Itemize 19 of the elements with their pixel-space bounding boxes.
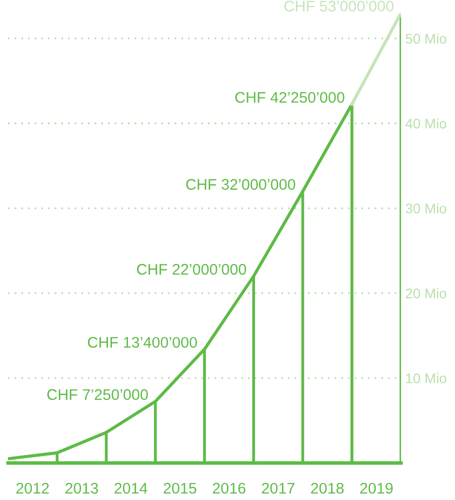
data-label: CHF 13’400’000 — [88, 336, 197, 348]
data-label: CHF 42’250’000 — [235, 92, 344, 103]
x-tick-label: 2016 — [212, 482, 246, 494]
x-tick-label: 2012 — [16, 482, 49, 494]
x-tick-label: 2019 — [360, 482, 393, 494]
y-tick-label: 50 Mio — [406, 33, 446, 44]
y-tick-label: 10 Mio — [406, 373, 446, 384]
y-tick-label: 30 Mio — [406, 203, 446, 214]
data-label: CHF 53’000’000 — [284, 0, 394, 12]
y-tick-label: 40 Mio — [405, 118, 446, 129]
data-label: CHF 7’250’000 — [47, 389, 148, 400]
x-tick-label: 2018 — [311, 482, 344, 494]
x-tick-label: 2015 — [164, 482, 196, 494]
x-tick-label: 2013 — [65, 482, 98, 494]
data-label: CHF 32’000’000 — [186, 179, 296, 190]
y-tick-label: 20 Mio — [406, 288, 446, 298]
x-tick-label: 2014 — [114, 482, 148, 494]
x-tick-label: 2017 — [262, 482, 294, 494]
data-label: CHF 22’000’000 — [137, 264, 246, 275]
